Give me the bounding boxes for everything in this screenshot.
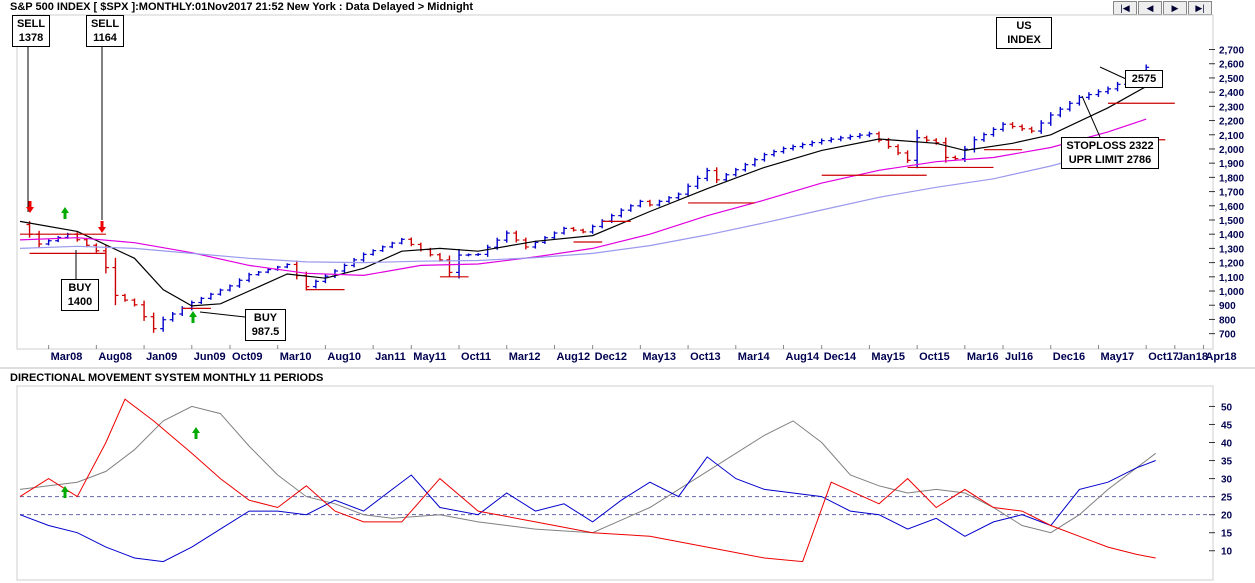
- upper-limit-label: UPR LIMIT 2786: [1068, 154, 1152, 166]
- x-axis-tick-label: Jan09: [146, 351, 177, 363]
- us-index-label: US INDEX: [996, 17, 1052, 49]
- sell-price: 1378: [18, 32, 44, 44]
- indicator-y-tick-label: 20: [1221, 511, 1233, 522]
- buy-arrow-icon: [192, 427, 200, 439]
- indicator-series-adx: [19, 405, 1157, 534]
- y-axis-tick-label: 2,200: [1219, 117, 1244, 128]
- y-axis-tick-label: 1,000: [1219, 287, 1244, 298]
- y-axis-tick-label: 1,100: [1219, 273, 1244, 284]
- x-axis-tick-label: May17: [1100, 351, 1134, 363]
- x-axis-tick-label: Mar16: [967, 351, 999, 363]
- x-axis-tick-label: Apr18: [1205, 351, 1236, 363]
- stoploss-label: STOPLOSS 2322: [1066, 140, 1154, 152]
- x-axis-tick-label: Oct15: [919, 351, 950, 363]
- x-axis-tick-label: Mar12: [509, 351, 541, 363]
- chart-title: S&P 500 INDEX [ $SPX ]:MONTHLY:01Nov2017…: [10, 1, 474, 13]
- indicator-y-tick-label: 45: [1221, 420, 1233, 431]
- y-axis-tick-label: 2,000: [1219, 145, 1244, 156]
- y-axis-tick-label: 900: [1219, 301, 1236, 312]
- y-axis-tick-label: 2,100: [1219, 131, 1244, 142]
- buy-arrow-icon: [189, 311, 197, 323]
- sell-price: 1164: [93, 32, 117, 44]
- y-axis-tick-label: 2,700: [1219, 46, 1244, 57]
- moving-average-mid: [19, 118, 1147, 277]
- indicator-title: DIRECTIONAL MOVEMENT SYSTEM MONTHLY 11 P…: [10, 372, 324, 384]
- buy-arrow-icon: [61, 207, 69, 219]
- buy-label: BUY: [68, 282, 92, 294]
- moving-average-short: [19, 85, 1147, 307]
- sell-annotation-1: SELL 1378: [12, 15, 50, 47]
- buy-arrow-icon: [61, 486, 69, 498]
- x-axis-tick-label: Jan18: [1177, 351, 1208, 363]
- x-axis-tick-label: Jan11: [375, 351, 406, 363]
- x-axis-tick-label: Aug10: [327, 351, 361, 363]
- y-axis-tick-label: 1,900: [1219, 159, 1244, 170]
- x-axis-tick-label: Oct11: [461, 351, 491, 363]
- indicator-y-tick-label: 30: [1221, 475, 1233, 486]
- y-axis-tick-label: 1,800: [1219, 173, 1244, 184]
- buy-annotation-1: BUY 1400: [61, 279, 99, 311]
- price-panel-frame: [16, 14, 1214, 350]
- y-axis-tick-label: 1,200: [1219, 259, 1244, 270]
- y-axis-tick-label: 700: [1219, 330, 1236, 341]
- x-axis-tick-label: May13: [642, 351, 676, 363]
- x-axis-tick-label: Mar10: [280, 351, 312, 363]
- x-axis-tick-label: May11: [413, 351, 446, 363]
- y-axis-tick-label: 1,300: [1219, 244, 1244, 255]
- stoploss-annotation: STOPLOSS 2322 UPR LIMIT 2786: [1061, 137, 1159, 169]
- x-axis-tick-label: Dec16: [1053, 351, 1085, 363]
- y-axis-tick-label: 1,700: [1219, 188, 1244, 199]
- sell-arrow-icon: [98, 221, 106, 233]
- x-axis-tick-label: Oct17: [1148, 351, 1179, 363]
- buy-price: 987.5: [251, 326, 280, 338]
- x-axis-tick-label: Jul16: [1005, 351, 1033, 363]
- x-axis-tick-label: Dec14: [824, 351, 857, 363]
- sell-label: SELL: [16, 18, 46, 30]
- sell-annotation-2: SELL 1164: [86, 15, 124, 47]
- indicator-y-tick-label: 40: [1221, 439, 1233, 450]
- x-axis-tick-label: Mar14: [738, 351, 771, 363]
- nav-last-button[interactable]: ▶|: [1188, 1, 1212, 15]
- y-axis-tick-label: 1,500: [1219, 216, 1244, 227]
- indicator-y-tick-label: 25: [1221, 493, 1233, 504]
- x-axis-tick-label: Jun09: [194, 351, 226, 363]
- x-axis-tick-label: Oct13: [690, 351, 721, 363]
- navigation-bar: |◀ ◀ ▶ ▶|: [1113, 1, 1213, 15]
- last-price-label: 2575: [1125, 70, 1163, 88]
- y-axis-tick-label: 1,400: [1219, 230, 1244, 241]
- sell-label: SELL: [90, 18, 120, 30]
- y-axis-tick-label: 2,400: [1219, 88, 1244, 99]
- indicator-y-tick-label: 10: [1221, 547, 1233, 558]
- x-axis-tick-label: Oct09: [232, 351, 263, 363]
- annotation-connector: [1081, 95, 1101, 138]
- annotation-connector: [1099, 66, 1127, 80]
- y-axis-tick-label: 1,600: [1219, 202, 1244, 213]
- y-axis-tick-label: 2,600: [1219, 60, 1244, 71]
- indicator-series-minusdi: [19, 398, 1156, 563]
- sell-arrow-icon: [26, 201, 34, 213]
- x-axis-tick-label: Aug08: [98, 351, 132, 363]
- indicator-panel-frame: [16, 385, 1214, 581]
- buy-price: 1400: [67, 296, 93, 308]
- buy-label: BUY: [253, 312, 278, 324]
- x-axis-tick-label: Mar08: [51, 351, 83, 363]
- indicator-y-tick-label: 35: [1221, 457, 1233, 468]
- indicator-series-plusdi: [19, 456, 1156, 563]
- ohlc-bars: [26, 64, 1150, 333]
- moving-average-long: [19, 137, 1147, 264]
- annotation-connector: [199, 311, 246, 318]
- indicator-y-tick-label: 15: [1221, 529, 1233, 540]
- x-axis-tick-label: Aug14: [786, 351, 821, 363]
- indicator-y-tick-label: 50: [1221, 402, 1233, 413]
- y-axis-tick-label: 800: [1219, 315, 1236, 326]
- buy-annotation-2: BUY 987.5: [245, 309, 286, 341]
- x-axis-tick-label: Dec12: [595, 351, 627, 363]
- y-axis-tick-label: 2,500: [1219, 74, 1244, 85]
- x-axis-tick-label: Aug12: [556, 351, 590, 363]
- y-axis-tick-label: 2,300: [1219, 102, 1244, 113]
- x-axis-tick-label: May15: [871, 351, 905, 363]
